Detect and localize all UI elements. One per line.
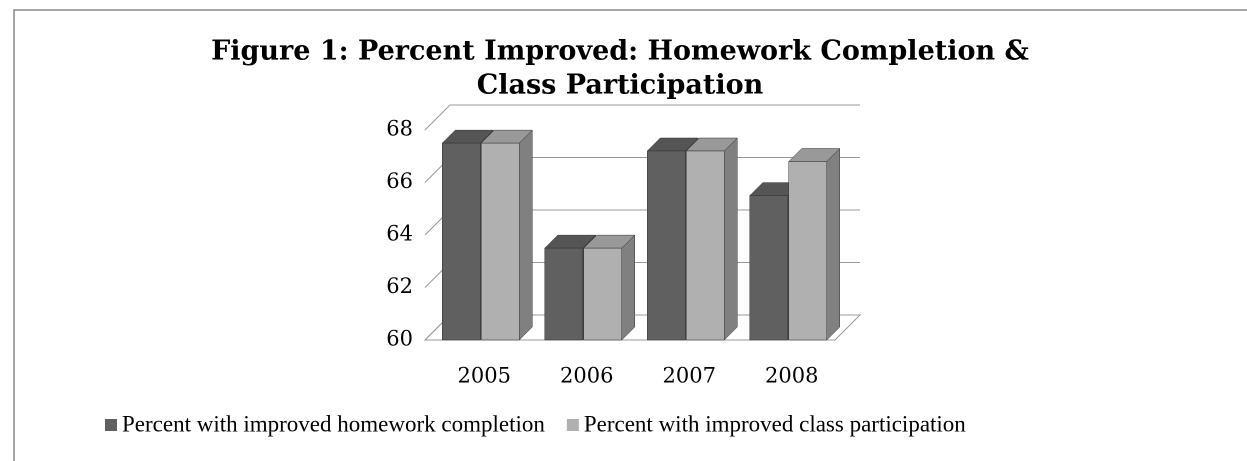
y-tick-label: 64 xyxy=(386,222,413,246)
bar xyxy=(583,234,636,341)
bar-face xyxy=(544,247,583,341)
chart-title: Figure 1: Percent Improved: Homework Com… xyxy=(211,36,1029,67)
bar-face xyxy=(519,129,533,341)
legend-swatch xyxy=(566,419,579,431)
bar xyxy=(788,147,841,341)
bar-face xyxy=(621,234,635,341)
bar-face xyxy=(749,195,788,341)
x-tick-label: 2008 xyxy=(765,364,818,388)
bar-face xyxy=(442,142,481,341)
y-tick-label: 62 xyxy=(386,274,413,298)
bar-face xyxy=(481,142,520,341)
bar-face xyxy=(647,150,686,341)
bar xyxy=(480,129,533,341)
bar-face xyxy=(788,161,827,341)
y-tick-label: 66 xyxy=(386,169,413,193)
bar-face xyxy=(583,247,622,341)
y-tick-label: 68 xyxy=(386,117,413,141)
frame xyxy=(13,9,1247,461)
legend-label: Percent with improved class participatio… xyxy=(584,411,966,436)
bar xyxy=(685,137,738,341)
bar-face xyxy=(724,137,738,341)
y-tick-label: 60 xyxy=(386,327,413,351)
bar-face xyxy=(686,150,725,341)
legend-swatch xyxy=(105,419,117,431)
bar-face xyxy=(826,147,840,341)
grid-line xyxy=(424,104,451,131)
chart-title: Class Participation xyxy=(477,70,764,101)
x-tick-label: 2007 xyxy=(663,364,716,388)
legend-label: Percent with improved homework completio… xyxy=(122,411,545,436)
x-tick-label: 2006 xyxy=(560,364,613,388)
x-tick-label: 2005 xyxy=(458,364,511,388)
